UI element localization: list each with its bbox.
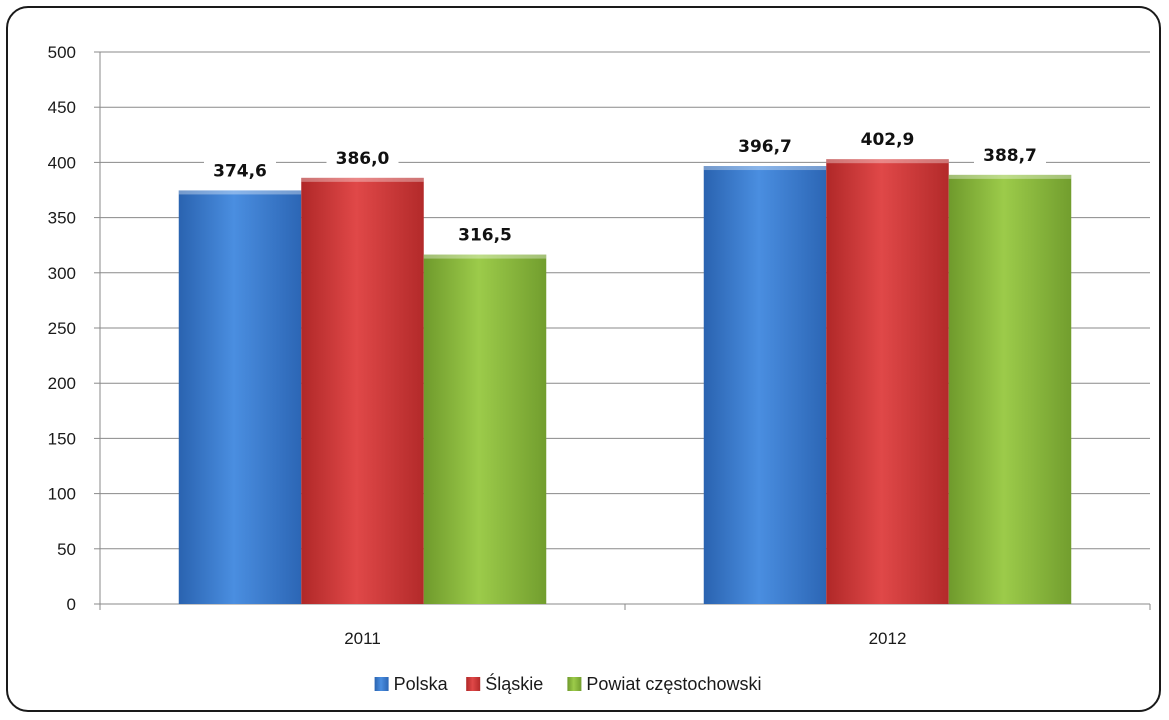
data-label-bg: [204, 158, 276, 183]
y-tick-label: 100: [48, 485, 76, 504]
data-label: 388,7: [983, 146, 1037, 166]
legend-swatch: [466, 677, 481, 691]
legend-swatch: [567, 677, 582, 691]
data-label-bg: [326, 145, 399, 170]
data-label: 386,0: [336, 149, 390, 169]
legend-item: Śląskie: [466, 673, 543, 694]
y-tick-label: 0: [67, 595, 76, 614]
bar-top-highlight: [423, 254, 547, 259]
data-label-bg: [729, 134, 801, 159]
bar-Polska-2012: [703, 166, 827, 604]
bar-top-highlight: [826, 159, 949, 164]
y-tick-label: 50: [57, 540, 76, 559]
data-label: 402,9: [861, 130, 915, 150]
x-category-label: 2012: [869, 629, 907, 648]
legend-item: Powiat częstochowski: [567, 674, 761, 694]
bar-Powiat częstochowski-2011: [423, 254, 547, 605]
bar-top-highlight: [703, 166, 827, 171]
legend-swatch: [374, 677, 389, 691]
data-label-bg: [974, 142, 1046, 167]
y-tick-label: 350: [48, 209, 76, 228]
data-label: 316,5: [458, 226, 512, 246]
x-category-label: 2011: [344, 629, 381, 648]
y-tick-label: 400: [48, 153, 76, 172]
data-label: 374,6: [213, 161, 267, 181]
y-tick-label: 500: [48, 43, 76, 62]
y-tick-label: 250: [48, 319, 76, 338]
legend: Polska Śląskie Powiat częstochowski: [374, 673, 761, 694]
bar-top-highlight: [301, 177, 424, 182]
bar-top-highlight: [948, 174, 1072, 179]
data-label: 396,7: [738, 137, 792, 157]
legend-label: Powiat częstochowski: [586, 674, 761, 694]
data-label-bg: [449, 222, 521, 247]
y-tick-label: 300: [48, 264, 76, 283]
legend-label: Śląskie: [485, 673, 543, 694]
legend-label: Polska: [394, 674, 449, 694]
data-label-bg: [851, 127, 924, 152]
y-tick-label: 150: [48, 429, 76, 448]
bar-Śląskie-2011: [301, 177, 424, 604]
bar-Śląskie-2012: [826, 159, 949, 604]
y-tick-label: 450: [48, 98, 76, 117]
y-tick-label: 200: [48, 374, 76, 393]
legend-item: Polska: [374, 674, 449, 694]
bar-top-highlight: [178, 190, 302, 195]
bar-Polska-2011: [178, 190, 302, 605]
bars: [178, 159, 1072, 605]
axes: 0 50 100 150 200 250 300 350 400 450 500 2011 2012: [48, 43, 1151, 648]
data-labels: 374,6 386,0 316,5 396,7 402,9 388,7: [204, 127, 1046, 247]
bar-Powiat częstochowski-2012: [948, 174, 1072, 605]
